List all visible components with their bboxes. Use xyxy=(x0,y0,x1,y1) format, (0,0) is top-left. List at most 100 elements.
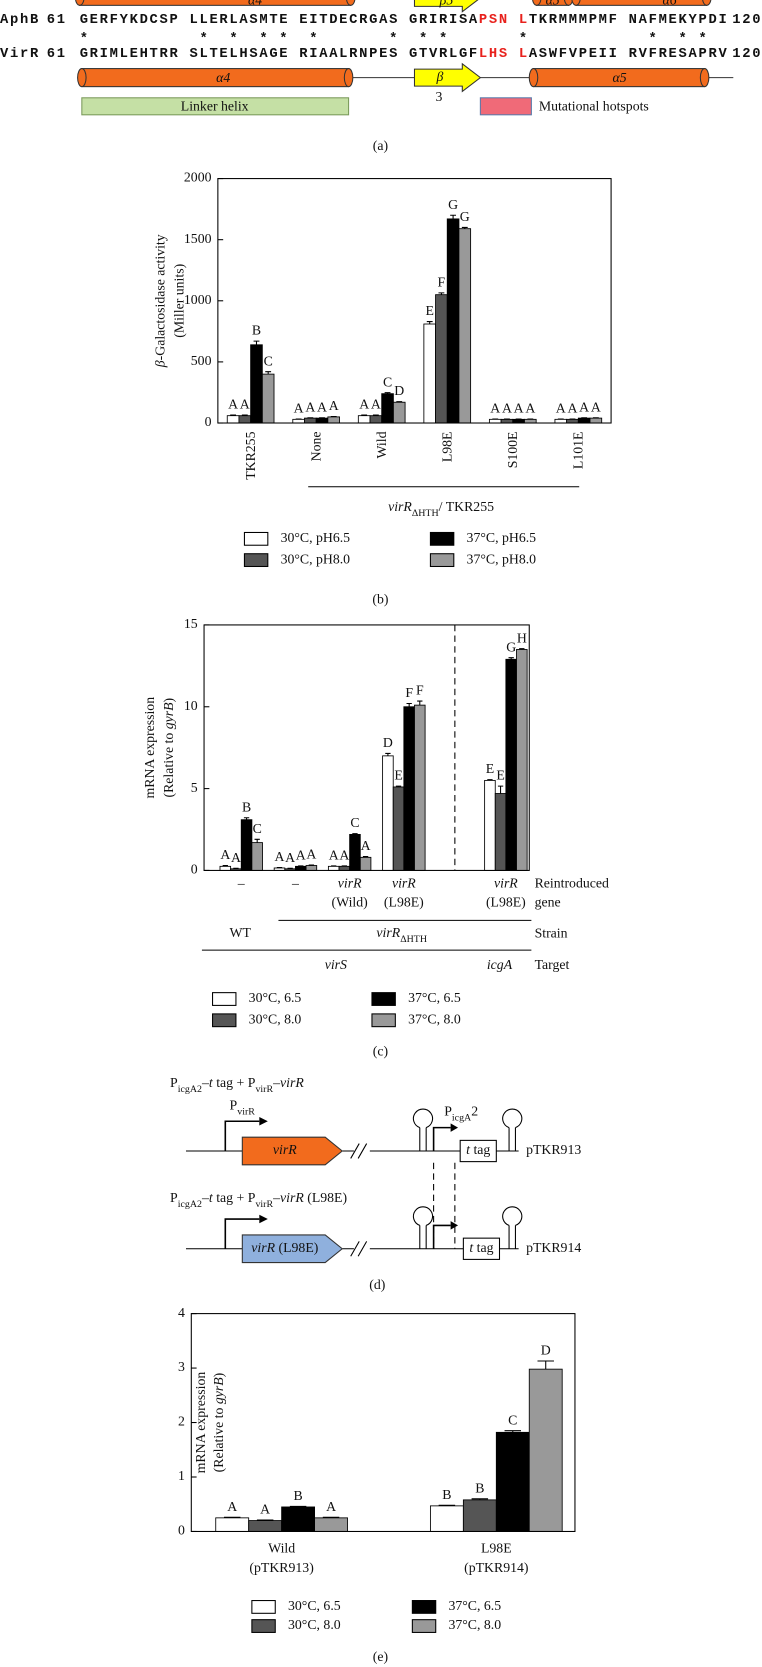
y-axis-label: β-Galactosidase activity xyxy=(153,234,168,368)
bar xyxy=(338,865,351,871)
y-tick-label: 15 xyxy=(184,616,198,631)
legend-swatch xyxy=(243,553,269,568)
y-tick-label: 10 xyxy=(184,698,198,713)
terminator xyxy=(412,1108,434,1151)
bar xyxy=(566,418,579,424)
text-part: ) xyxy=(161,698,177,703)
text-part xyxy=(509,47,519,62)
helix-end xyxy=(699,68,710,88)
y-tick-label: 4 xyxy=(178,1305,185,1320)
text-part: 2 xyxy=(471,1104,478,1119)
bar xyxy=(554,418,568,424)
text-part: tag xyxy=(473,1240,493,1255)
bar xyxy=(512,418,525,424)
y-tick-label: 5 xyxy=(191,780,198,795)
text-part: virR xyxy=(280,1075,304,1090)
helix-end xyxy=(702,0,712,6)
error-bar xyxy=(230,414,237,416)
text-part: L xyxy=(519,47,529,62)
structure-label: β xyxy=(436,69,444,84)
text-part: virR xyxy=(376,925,400,940)
error-bar xyxy=(406,702,412,707)
legend-label: 37°C, 6.5 xyxy=(448,1598,501,1613)
error-bar xyxy=(426,321,433,325)
text-part: tag + xyxy=(213,1190,248,1205)
y-axis-label: (Relative to gyrB) xyxy=(161,698,177,798)
sequence: GERFYKDCSP LLERLASMTE EITDECRGAS GRIRISA… xyxy=(80,13,729,28)
bar xyxy=(238,415,252,424)
helix xyxy=(575,0,708,6)
error-bar xyxy=(322,1516,340,1518)
helix-end xyxy=(343,68,354,88)
significance-letter: H xyxy=(517,630,527,645)
sequence-end: 120 xyxy=(732,13,762,28)
text-part: GERFYKDCSP LLERLASMTE EITDECRGAS GRIRISA xyxy=(80,13,479,28)
strain-label: WT xyxy=(229,925,251,940)
plot-frame xyxy=(203,624,530,871)
bar xyxy=(369,415,383,424)
significance-letter: A xyxy=(329,847,339,862)
error-bar xyxy=(487,779,493,781)
promoter xyxy=(224,1120,260,1151)
bar xyxy=(292,418,305,424)
error-bar xyxy=(362,855,369,858)
text-part: (Relative to xyxy=(161,729,177,797)
x-tick-label: – xyxy=(237,875,245,890)
significance-letter: B xyxy=(252,323,261,338)
helix-end xyxy=(532,0,542,6)
error-bar xyxy=(253,340,260,345)
gene xyxy=(241,1136,344,1166)
legend-swatch xyxy=(429,553,455,568)
significance-letter: G xyxy=(448,197,458,212)
legend-label: 30°C, 8.0 xyxy=(249,1011,302,1026)
bar xyxy=(314,1517,348,1532)
text-part: virR xyxy=(237,1106,255,1117)
conservation: * * * * * * * * * * * * * xyxy=(80,31,709,47)
plot-frame xyxy=(190,1313,576,1532)
y-tick-label: 500 xyxy=(191,353,212,368)
arrowhead xyxy=(450,1123,459,1132)
bar xyxy=(226,415,240,424)
legend-label: 30°C, 6.5 xyxy=(249,990,302,1005)
significance-letter: A xyxy=(567,401,577,416)
text-part: P xyxy=(170,1190,178,1205)
error-bar xyxy=(254,838,260,843)
significance-letter: A xyxy=(514,401,524,416)
tag-label: t tag xyxy=(466,1142,490,1157)
bar xyxy=(281,1506,316,1532)
x-tick-label: L101E xyxy=(571,432,586,470)
legend-swatch xyxy=(212,992,237,1006)
significance-letter: A xyxy=(556,401,566,416)
target-label: icgA xyxy=(487,957,513,972)
significance-letter: A xyxy=(220,847,230,862)
significance-letter: C xyxy=(264,353,273,368)
gene-label: virR (L98E) xyxy=(251,1240,318,1256)
bar xyxy=(381,393,394,424)
bar xyxy=(219,865,232,871)
text-part: virR xyxy=(251,1240,275,1255)
terminator xyxy=(412,1206,434,1249)
legend-label: 37°C, 8.0 xyxy=(408,1011,461,1026)
helix-end xyxy=(77,68,87,88)
text-part: P xyxy=(444,1104,452,1119)
text-part: (Miller units) xyxy=(172,264,188,338)
bar xyxy=(423,323,436,424)
promoter-label: PicgA2 xyxy=(444,1104,478,1124)
error-bar xyxy=(384,392,391,394)
significance-letter: F xyxy=(416,683,424,698)
bar xyxy=(589,417,603,424)
promoter xyxy=(432,1126,451,1151)
x-tick-label: S100E xyxy=(505,432,520,469)
construct-title: PicgA2–t tag + PvirR–virR (L98E) xyxy=(170,1190,347,1210)
text-part: icgA xyxy=(452,1113,472,1124)
error-bar xyxy=(497,785,504,794)
y-tick-label: 2 xyxy=(178,1414,185,1429)
promoter xyxy=(224,1218,260,1249)
bar xyxy=(500,418,514,424)
bar xyxy=(462,1499,497,1532)
significance-letter: A xyxy=(227,1499,237,1514)
x-tick-label: (Wild) xyxy=(332,895,368,911)
significance-letter: A xyxy=(231,850,241,865)
text-part: gyrB xyxy=(211,1377,226,1404)
legend-swatch xyxy=(479,97,532,116)
